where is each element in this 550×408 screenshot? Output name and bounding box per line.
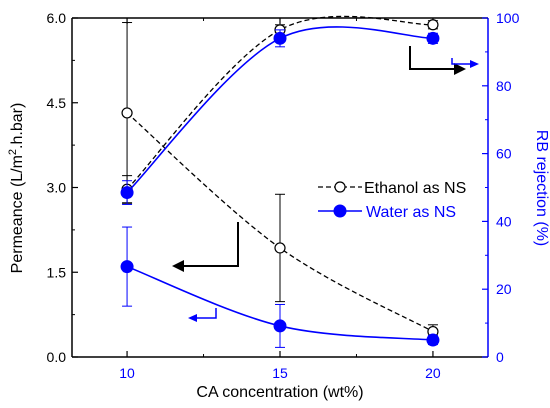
bottom-tick-label: 10 xyxy=(119,365,135,381)
data-point-water-rejection xyxy=(120,186,134,200)
right-tick-label: 40 xyxy=(496,213,512,229)
data-point-water-permeance xyxy=(120,260,134,274)
right-tick-label: 80 xyxy=(496,78,512,94)
right-tick-label: 20 xyxy=(496,281,512,297)
y-axis-right-title: RB rejection (%) xyxy=(533,130,550,246)
arrow-water-rejection xyxy=(451,58,471,65)
series-line-ethanol-rejection xyxy=(126,15,433,190)
bottom-ticks: 10 15 20 xyxy=(119,18,441,381)
arrow-water-rejection-head xyxy=(470,60,479,68)
legend-ethanol-label: Ethanol as NS xyxy=(364,180,466,197)
left-ticks: 0.0 1.5 3.0 4.5 6.0 xyxy=(47,10,78,365)
legend-ethanol-marker xyxy=(334,181,346,193)
right-tick-label: 60 xyxy=(496,146,512,162)
data-point-water-permeance xyxy=(273,319,287,333)
bottom-tick-label: 20 xyxy=(425,365,441,381)
legend-water-label: Water as NS xyxy=(366,204,456,221)
left-tick-label: 3.0 xyxy=(47,180,67,196)
data-point-ethanol-rejection xyxy=(427,19,439,31)
right-ticks: 0 20 40 60 80 100 xyxy=(482,10,520,365)
arrow-ethanol-rejection-head xyxy=(454,63,466,75)
data-point-ethanol-permeance xyxy=(274,242,286,254)
data-point-water-rejection xyxy=(426,31,440,45)
arrow-ethanol-permeance-head xyxy=(172,260,184,272)
legend: Ethanol as NS Water as NS xyxy=(318,180,466,221)
arrow-water-permeance xyxy=(196,308,217,319)
data-point-water-rejection xyxy=(273,31,287,45)
bottom-tick-label: 15 xyxy=(272,365,288,381)
right-tick-label: 100 xyxy=(496,10,520,26)
arrow-ethanol-rejection xyxy=(409,46,456,70)
arrow-ethanol-permeance xyxy=(182,222,239,267)
x-axis-title: CA concentration (wt%) xyxy=(196,384,363,401)
arrow-water-permeance-head xyxy=(188,314,197,322)
right-tick-label: 0 xyxy=(496,349,504,365)
data-point-ethanol-permeance xyxy=(121,107,133,119)
series-layer xyxy=(120,15,440,348)
left-tick-label: 6.0 xyxy=(47,10,67,26)
annotation-arrows xyxy=(172,46,479,322)
y-axis-left-title: Permeance (L/m2.h.bar) xyxy=(7,103,26,274)
data-point-water-permeance xyxy=(426,333,440,347)
legend-water-marker xyxy=(333,204,347,218)
left-tick-label: 1.5 xyxy=(47,264,67,280)
left-tick-label: 0.0 xyxy=(47,349,67,365)
left-tick-label: 4.5 xyxy=(47,95,67,111)
series-line-water-rejection xyxy=(126,26,433,194)
